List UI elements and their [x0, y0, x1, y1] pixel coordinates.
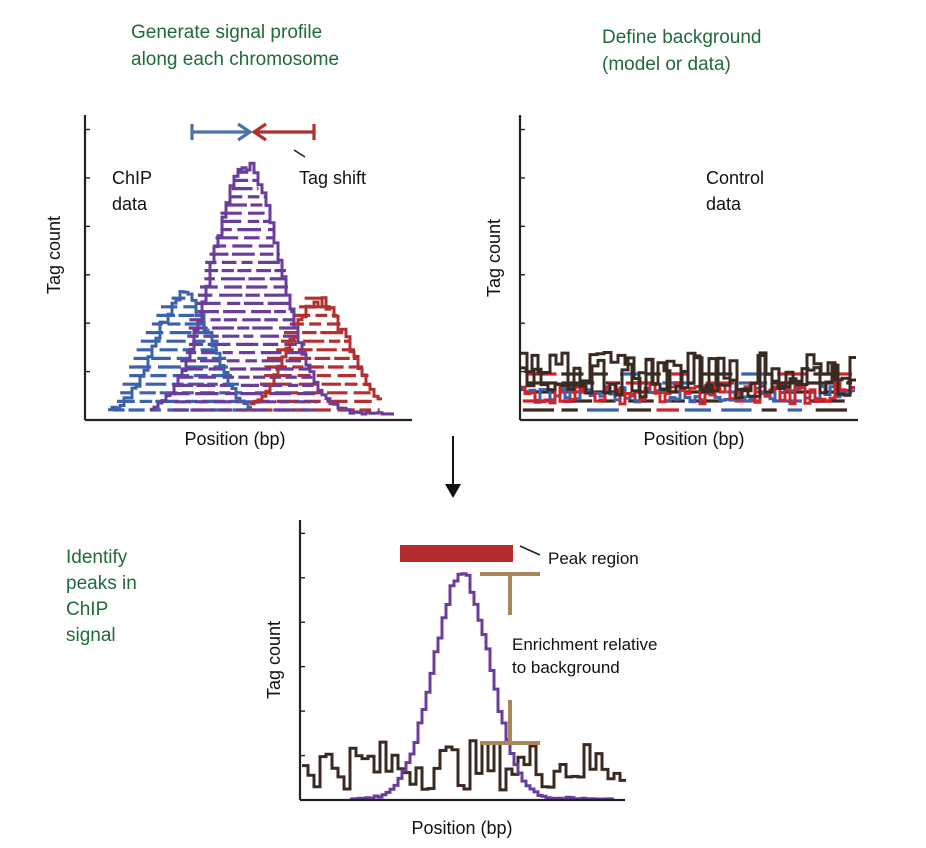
panel-chip: ChIP data Tag shift Tag count Position (… [44, 115, 412, 449]
control-profile-dark-2 [520, 351, 856, 394]
control-y-axis-title: Tag count [484, 219, 504, 297]
enrichment-label-line-2: to background [512, 658, 620, 677]
heading-generate: Generate signal profile along each chrom… [131, 22, 339, 70]
heading-identify-line-3: ChIP [66, 599, 108, 620]
heading-background-line-1: Define background [602, 27, 762, 48]
chip-profile-blue [108, 290, 252, 412]
heading-identify-line-2: peaks in [66, 573, 137, 594]
peaks-background-profile [302, 739, 626, 792]
tag-shift-arrow-red-head [251, 122, 267, 142]
panel-control: Control data Tag count Position (bp) [484, 115, 858, 449]
peaks-chip-profile [350, 572, 614, 801]
enrichment-label-line-1: Enrichment relative [512, 635, 658, 654]
heading-background: Define background (model or data) [602, 27, 762, 75]
peaks-y-axis-title: Tag count [264, 621, 284, 699]
control-profile-red [520, 380, 855, 406]
heading-generate-line-1: Generate signal profile [131, 22, 322, 43]
tag-shift-label: Tag shift [299, 168, 366, 188]
control-data-label-line-1: Control [706, 168, 764, 188]
panel-peaks: Peak region Enrichment relative to backg… [264, 520, 658, 838]
chip-data-label-line-1: ChIP [112, 168, 152, 188]
chip-signal-profiles [108, 161, 394, 416]
down-arrow-icon [445, 436, 461, 498]
peak-region-leader-line [519, 545, 541, 556]
chip-profile-red [250, 296, 382, 406]
chip-y-axis-title: Tag count [44, 216, 64, 294]
chip-profile-purple [150, 161, 394, 416]
chip-data-label-line-2: data [112, 194, 148, 214]
enrichment-bracket [480, 572, 540, 745]
tag-shift-leader-line [293, 149, 306, 158]
control-x-axis-title: Position (bp) [643, 429, 744, 449]
heading-identify: Identify peaks in ChIP signal [66, 547, 137, 646]
chip-x-axis-title: Position (bp) [184, 429, 285, 449]
heading-identify-line-1: Identify [66, 547, 128, 568]
heading-identify-line-4: signal [66, 625, 116, 646]
tag-shift-arrow-blue-head [237, 122, 253, 142]
control-signal-profiles [520, 351, 856, 406]
peaks-x-axis-title: Position (bp) [411, 818, 512, 838]
peaks-signal-profiles [302, 572, 626, 801]
chip-axes [83, 115, 412, 422]
peak-region-bar [400, 545, 513, 562]
peak-region-label: Peak region [548, 549, 639, 568]
control-axes [518, 115, 858, 422]
peaks-axes [298, 520, 625, 802]
control-data-label-line-2: data [706, 194, 742, 214]
tag-shift-arrows [190, 122, 316, 158]
heading-generate-line-2: along each chromosome [131, 49, 339, 70]
heading-background-line-2: (model or data) [602, 54, 731, 75]
chip-tag-reads [112, 170, 380, 412]
